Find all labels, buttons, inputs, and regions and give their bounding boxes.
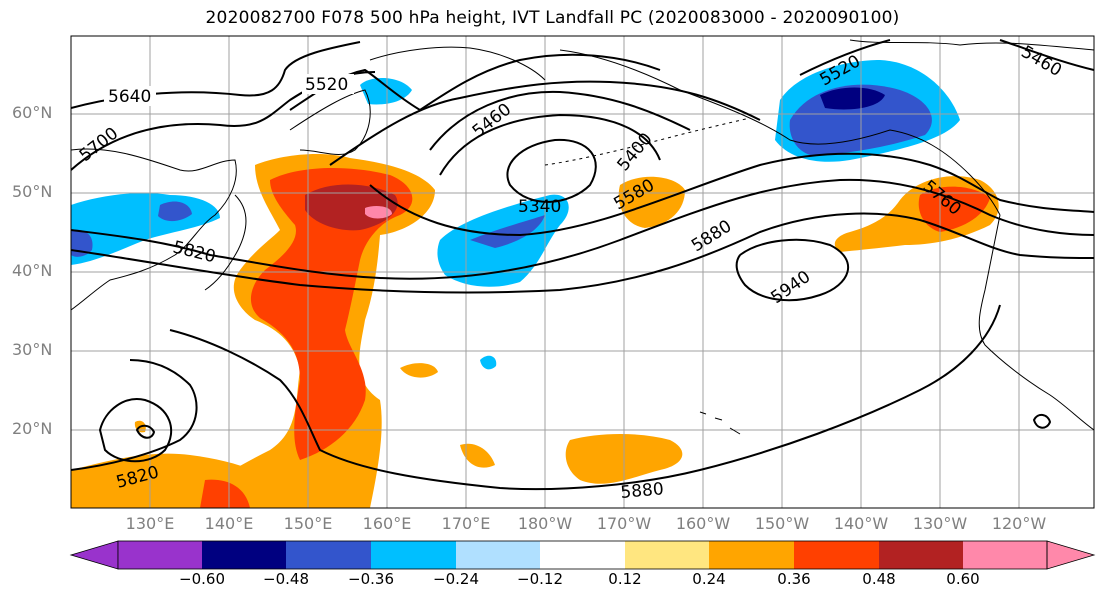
colorbar-swatch xyxy=(118,541,202,569)
contour-5760 xyxy=(369,152,1094,237)
coast-japan xyxy=(204,194,247,291)
contour-5460-east xyxy=(999,39,1094,71)
pos-region-nw-pacific-dark xyxy=(305,184,398,231)
contour-small-ring xyxy=(135,424,156,439)
pos-region-subtropics-c2 xyxy=(460,443,495,468)
colorbar-extend-left xyxy=(69,540,119,570)
colorbar-swatch xyxy=(286,541,371,569)
lon-label: 160°E xyxy=(362,514,412,533)
colorbar-swatch xyxy=(879,541,963,569)
colorbar-tick-label: 0.24 xyxy=(692,570,726,588)
contour-small-ring-2 xyxy=(1032,414,1052,429)
colorbar-extend-right xyxy=(1046,540,1096,570)
lon-label: 140°W xyxy=(833,514,889,533)
colorbar-swatch xyxy=(794,541,879,569)
colorbar-tick-label: −0.12 xyxy=(517,570,563,588)
neg-region-japan-sea-mid xyxy=(158,201,192,222)
colorbar xyxy=(69,540,1096,570)
pos-region-nw-pacific-max xyxy=(365,206,392,219)
pos-region-small-1 xyxy=(400,363,438,378)
lon-label: 160°W xyxy=(675,514,731,533)
colorbar-tick-label: −0.60 xyxy=(179,570,225,588)
height-contours xyxy=(71,39,1094,491)
lat-label: 60°N xyxy=(12,103,53,122)
contour-label: 5640 xyxy=(108,87,151,107)
contour-5940 xyxy=(735,238,850,302)
colorbar-tick-label: 0.60 xyxy=(946,570,980,588)
coast-alaska xyxy=(559,49,1001,216)
pos-region-subtropics-w-mid xyxy=(200,479,250,508)
contour-label: 5880 xyxy=(620,479,665,503)
neg-region-pacific-mid xyxy=(470,215,545,248)
contour-5580 xyxy=(329,80,761,166)
contour-5820 xyxy=(71,178,1094,280)
neg-region-bering xyxy=(360,78,412,105)
lon-label: 130°W xyxy=(912,514,968,533)
lat-label: 20°N xyxy=(12,419,53,438)
colorbar-tick-label: −0.48 xyxy=(263,570,309,588)
map-plot-area: 5640 5520 5700 5820 5460 5340 5400 5580 … xyxy=(71,36,1094,508)
contour-label: 5520 xyxy=(305,75,348,95)
colorbar-tick-label: 0.48 xyxy=(862,570,896,588)
graticule xyxy=(71,36,1094,508)
colorbar-tick-label: 0.12 xyxy=(608,570,642,588)
lat-label: 50°N xyxy=(12,182,53,201)
coast-asia xyxy=(71,148,237,311)
neg-region-small xyxy=(480,355,497,370)
contour-small-high xyxy=(98,398,173,463)
colorbar-swatch xyxy=(709,541,794,569)
map-frame xyxy=(70,35,1095,509)
lon-label: 120°W xyxy=(991,514,1047,533)
lon-label: 150°W xyxy=(754,514,810,533)
colorbar-tick-label: −0.36 xyxy=(348,570,394,588)
pos-region-gulf-alaska-mid xyxy=(918,186,990,232)
contour-label: 5340 xyxy=(518,197,561,217)
lon-label: 150°E xyxy=(283,514,333,533)
contour-5880 xyxy=(71,212,1094,294)
hawaii-islands xyxy=(699,411,741,435)
colorbar-swatch xyxy=(371,541,456,569)
colorbar-swatch xyxy=(202,541,286,569)
colorbar-swatch xyxy=(540,541,625,569)
colorbar-tick-label: −0.24 xyxy=(433,570,479,588)
lon-label: 170°W xyxy=(596,514,652,533)
contour-5520-east xyxy=(799,39,891,76)
pos-region-nw-pacific-mid xyxy=(250,168,413,460)
colorbar-swatch xyxy=(456,541,540,569)
colorbar-tick-label: 0.36 xyxy=(777,570,811,588)
contour-5400 xyxy=(439,113,661,176)
neg-region-alaska-dark xyxy=(820,87,885,110)
colorbar-swatch xyxy=(963,541,1047,569)
contour-5880-south xyxy=(169,304,1001,491)
lat-label: 40°N xyxy=(12,261,53,280)
coast-na-west xyxy=(978,214,1094,431)
lon-label: 130°E xyxy=(125,514,175,533)
lon-label: 170°E xyxy=(441,514,491,533)
lat-label: 30°N xyxy=(12,340,53,359)
contour-5460 xyxy=(429,90,691,151)
map-title: 2020082700 F078 500 hPa height, IVT Land… xyxy=(205,8,900,28)
colorbar-swatch xyxy=(625,541,709,569)
coast-chukotka xyxy=(369,46,546,81)
lon-label: 180°W xyxy=(517,514,573,533)
coast-kamchatka xyxy=(289,89,371,155)
contour-5340 xyxy=(506,138,597,203)
lon-label: 140°E xyxy=(204,514,254,533)
colorbar-frame xyxy=(117,540,1048,570)
